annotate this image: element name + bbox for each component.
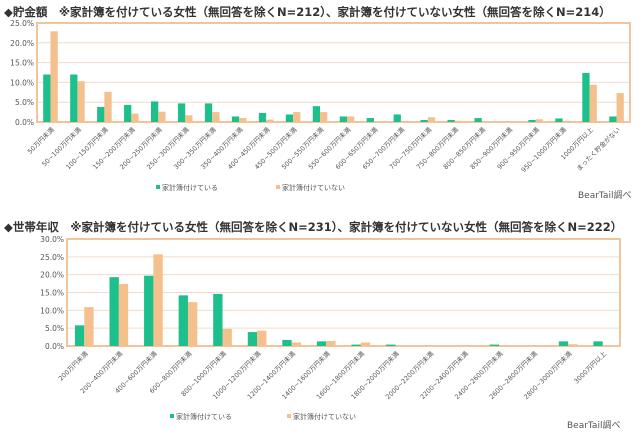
y-tick-label: 0.0% [45, 342, 64, 351]
bar-kept [177, 103, 186, 122]
x-tick-label: 200万円未満 [56, 349, 90, 383]
y-tick-label: 25.0% [10, 19, 34, 28]
bar-not-kept [293, 112, 301, 122]
y-tick-label: 0.0% [15, 118, 34, 127]
legend-label: 家計簿付けていない [293, 412, 356, 421]
bar-kept [528, 120, 536, 122]
bar-kept [144, 275, 154, 346]
bar-not-kept [212, 112, 220, 122]
bar-kept [43, 74, 51, 122]
chart-title-income: ◆世帯年収 ※家計簿を付けている女性（無回答を除くN=231）、家計簿を付けてい… [4, 220, 623, 234]
bar-kept [247, 332, 258, 346]
bar-kept [178, 295, 188, 346]
bar-kept [204, 103, 213, 122]
bar-not-kept [291, 342, 301, 346]
y-tick-label: 15.0% [10, 59, 34, 68]
bar-not-kept [158, 111, 166, 122]
bar-kept [447, 120, 455, 122]
bar-not-kept [427, 117, 436, 122]
bar-not-kept [360, 342, 371, 346]
plot-frame [36, 22, 631, 123]
bar-not-kept [326, 341, 336, 346]
bar-not-kept [562, 120, 570, 122]
legend-swatch [276, 185, 280, 189]
bar-not-kept [187, 302, 198, 346]
bar-kept [366, 118, 374, 122]
bar-kept [339, 116, 347, 122]
bar-not-kept [257, 330, 267, 346]
bar-not-kept [50, 31, 58, 122]
x-tick-label: 3000万円以上 [572, 349, 609, 386]
bar-kept [124, 104, 132, 122]
bar-kept [258, 112, 267, 122]
chart-title-savings: ◆貯金額 ※家計簿を付けている女性（無回答を除くN=212）、家計簿を付けていな… [4, 5, 611, 19]
bar-not-kept [153, 254, 163, 346]
bar-not-kept [239, 118, 247, 122]
bar-not-kept [568, 344, 578, 346]
bar-kept [285, 114, 294, 122]
bar-kept [393, 114, 401, 122]
bar-kept [231, 116, 240, 122]
bar-kept [474, 118, 482, 122]
y-tick-label: 20.0% [10, 39, 34, 48]
bar-not-kept [266, 119, 274, 122]
y-tick-label: 10.0% [40, 306, 64, 315]
legend-swatch [287, 414, 291, 418]
bar-kept [609, 116, 617, 122]
bar-kept [420, 120, 428, 122]
bar-kept [70, 74, 78, 122]
bar-kept [312, 106, 321, 122]
y-tick-label: 25.0% [40, 253, 64, 262]
y-tick-label: 20.0% [40, 271, 64, 280]
savings-chart: 0.0%5.0%10.0%15.0%20.0%25.0%50万円未満50~100… [10, 19, 631, 192]
bar-not-kept [346, 116, 355, 122]
bar-not-kept [118, 283, 129, 346]
legend-label: 家計簿付けている [162, 183, 218, 192]
bar-not-kept [84, 307, 94, 346]
bar-not-kept [185, 115, 193, 122]
bar-not-kept [104, 91, 112, 122]
bar-kept [74, 325, 85, 346]
y-tick-label: 5.0% [15, 98, 34, 107]
bar-not-kept [131, 113, 139, 122]
legend-swatch [170, 414, 174, 418]
bar-kept [109, 277, 119, 346]
bar-not-kept [535, 119, 543, 122]
bar-not-kept [222, 328, 232, 346]
bar-kept [97, 106, 105, 122]
bar-kept [593, 341, 603, 346]
legend-swatch [156, 185, 160, 189]
source-note: BearTail調べ [578, 191, 632, 201]
y-tick-label: 15.0% [40, 289, 64, 298]
bar-kept [489, 344, 500, 346]
bar-not-kept [454, 120, 463, 122]
bar-kept [316, 341, 327, 346]
legend-label: 家計簿付けていない [282, 183, 345, 192]
y-tick-label: 10.0% [10, 78, 34, 87]
bar-not-kept [77, 81, 85, 122]
y-tick-label: 5.0% [45, 324, 64, 333]
plot-frame [66, 238, 621, 347]
bar-not-kept [589, 84, 597, 122]
legend-label: 家計簿付けている [176, 412, 232, 421]
y-tick-label: 30.0% [40, 235, 64, 244]
bar-kept [582, 72, 590, 122]
bar-not-kept [616, 93, 624, 122]
bar-kept [558, 341, 569, 346]
bar-kept [213, 293, 223, 346]
bar-not-kept [320, 112, 328, 122]
bar-not-kept [400, 120, 409, 122]
bar-kept [282, 339, 292, 346]
bar-kept [151, 101, 159, 122]
bar-kept [555, 118, 563, 122]
source-note: BearTail調べ [567, 421, 621, 431]
bar-kept [386, 344, 396, 346]
bar-kept [351, 344, 361, 346]
